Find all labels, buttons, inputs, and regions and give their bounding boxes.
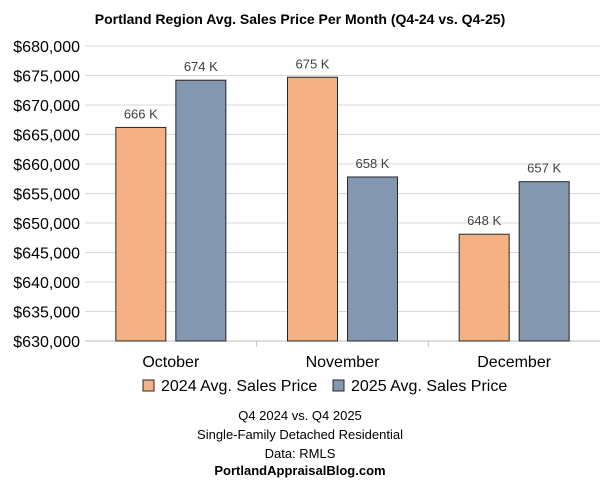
y-tick-label: $660,000 (13, 157, 80, 174)
y-tick-label: $640,000 (13, 275, 80, 292)
x-tick-label: October (142, 354, 200, 371)
bar (287, 76, 338, 342)
data-label: 657 K (527, 161, 561, 176)
footer-website: PortlandAppraisalBlog.com (214, 463, 386, 478)
y-tick-label: $675,000 (13, 69, 80, 86)
bar-chart: Portland Region Avg. Sales Price Per Mon… (13, 11, 600, 395)
bar (175, 79, 227, 342)
data-label: 648 K (467, 213, 501, 228)
y-tick-label: $635,000 (13, 305, 80, 322)
data-label: 666 K (124, 106, 158, 121)
chart-title: Portland Region Avg. Sales Price Per Mon… (95, 11, 506, 27)
data-label: 658 K (356, 156, 390, 171)
x-tick-label: December (477, 354, 551, 371)
data-label: 674 K (184, 59, 218, 74)
y-tick-label: $645,000 (13, 246, 80, 263)
footer-line-1: Q4 2024 vs. Q4 2025 (238, 408, 362, 423)
data-label: 675 K (296, 56, 330, 71)
y-tick-label: $670,000 (13, 98, 80, 115)
footer-line-3: Data: RMLS (264, 446, 336, 461)
bar (115, 126, 167, 342)
y-tick-label: $630,000 (13, 334, 80, 351)
legend-swatch (142, 379, 155, 392)
legend-label: 2025 Avg. Sales Price (351, 378, 507, 395)
y-tick-label: $650,000 (13, 216, 80, 233)
y-tick-label: $680,000 (13, 39, 80, 56)
bar (458, 233, 510, 342)
legend-swatch (332, 379, 345, 392)
y-tick-label: $665,000 (13, 128, 80, 145)
bar (347, 176, 398, 342)
x-tick-label: November (306, 354, 380, 371)
bar (518, 181, 570, 342)
footer-line-2: Single-Family Detached Residential (197, 427, 403, 442)
legend-label: 2024 Avg. Sales Price (161, 378, 317, 395)
y-tick-label: $655,000 (13, 187, 80, 204)
